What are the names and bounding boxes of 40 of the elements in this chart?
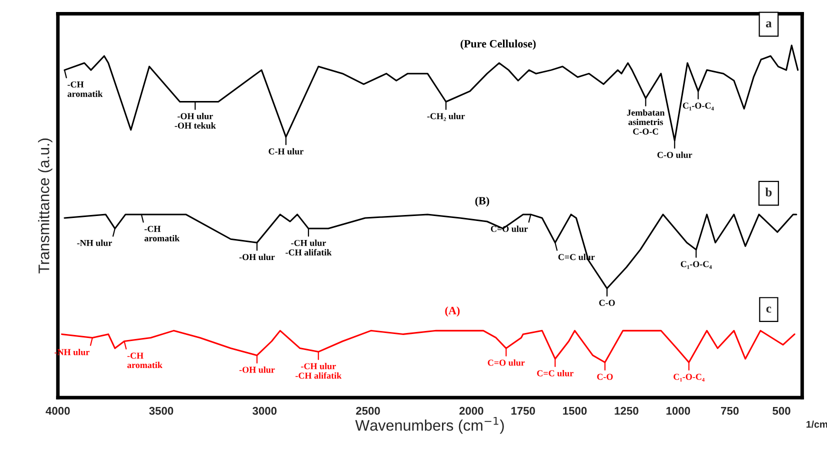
- x-tick-label: 4000: [46, 406, 70, 415]
- series-label: (B): [475, 196, 490, 207]
- series-label: (Pure Cellulose): [460, 40, 536, 50]
- annotation: Jembatan asimetris C-O-C: [627, 109, 665, 135]
- text: a: [766, 21, 772, 28]
- annotation: -CH aromatik: [144, 226, 180, 242]
- y-axis-title: Transmittance (a.u.): [38, 138, 52, 274]
- x-tick-label: 1750: [511, 406, 535, 415]
- x-tick-label: 3500: [149, 406, 174, 415]
- annotation: C-O: [597, 374, 613, 380]
- text: 1/cm: [806, 420, 827, 428]
- annotation: -NH ulur: [77, 240, 112, 246]
- annotation: -OH ulur: [239, 366, 275, 373]
- x-axis-title: Wavenumbers (cm$^{−1}$): [355, 416, 504, 434]
- annotation: C₁-O-C₄: [674, 374, 705, 382]
- annotation: C-O ulur: [657, 152, 692, 158]
- x-tick-label: 1250: [614, 406, 638, 415]
- annotation: C=O ulur: [488, 359, 525, 366]
- x-tick-label: 1000: [666, 406, 690, 415]
- x-tick-label: 2500: [356, 406, 380, 415]
- annotation: c: [766, 306, 772, 313]
- x-tick-label: 3000: [252, 406, 277, 415]
- annotation: -CH ulur -CH alifatik: [296, 362, 342, 379]
- x-tick-label: 500: [772, 406, 790, 415]
- annotation: C₁-O-C₄: [682, 102, 714, 110]
- annotation: -CH aromatik: [127, 352, 162, 368]
- series-label: (A): [445, 306, 460, 317]
- annotation: C-H ulur: [268, 148, 304, 154]
- annotation: -CH₂ ulur: [427, 112, 465, 121]
- x-tick-label: 750: [721, 406, 739, 415]
- annotation: -CH aromatik: [68, 81, 103, 97]
- annotation: C₁-O-C₄: [680, 261, 712, 269]
- annotation: -OH ulur: [239, 254, 275, 260]
- annotation: b: [765, 188, 772, 196]
- annotation: C=C ulur: [537, 370, 574, 376]
- annotation: -CH ulur -CH alifatik: [286, 240, 332, 256]
- annotation: C-O: [599, 300, 615, 306]
- x-tick-label: 2000: [459, 406, 484, 415]
- annotation: -OH ulur -OH tekuk: [174, 112, 216, 129]
- x-tick-label: 1500: [563, 406, 587, 415]
